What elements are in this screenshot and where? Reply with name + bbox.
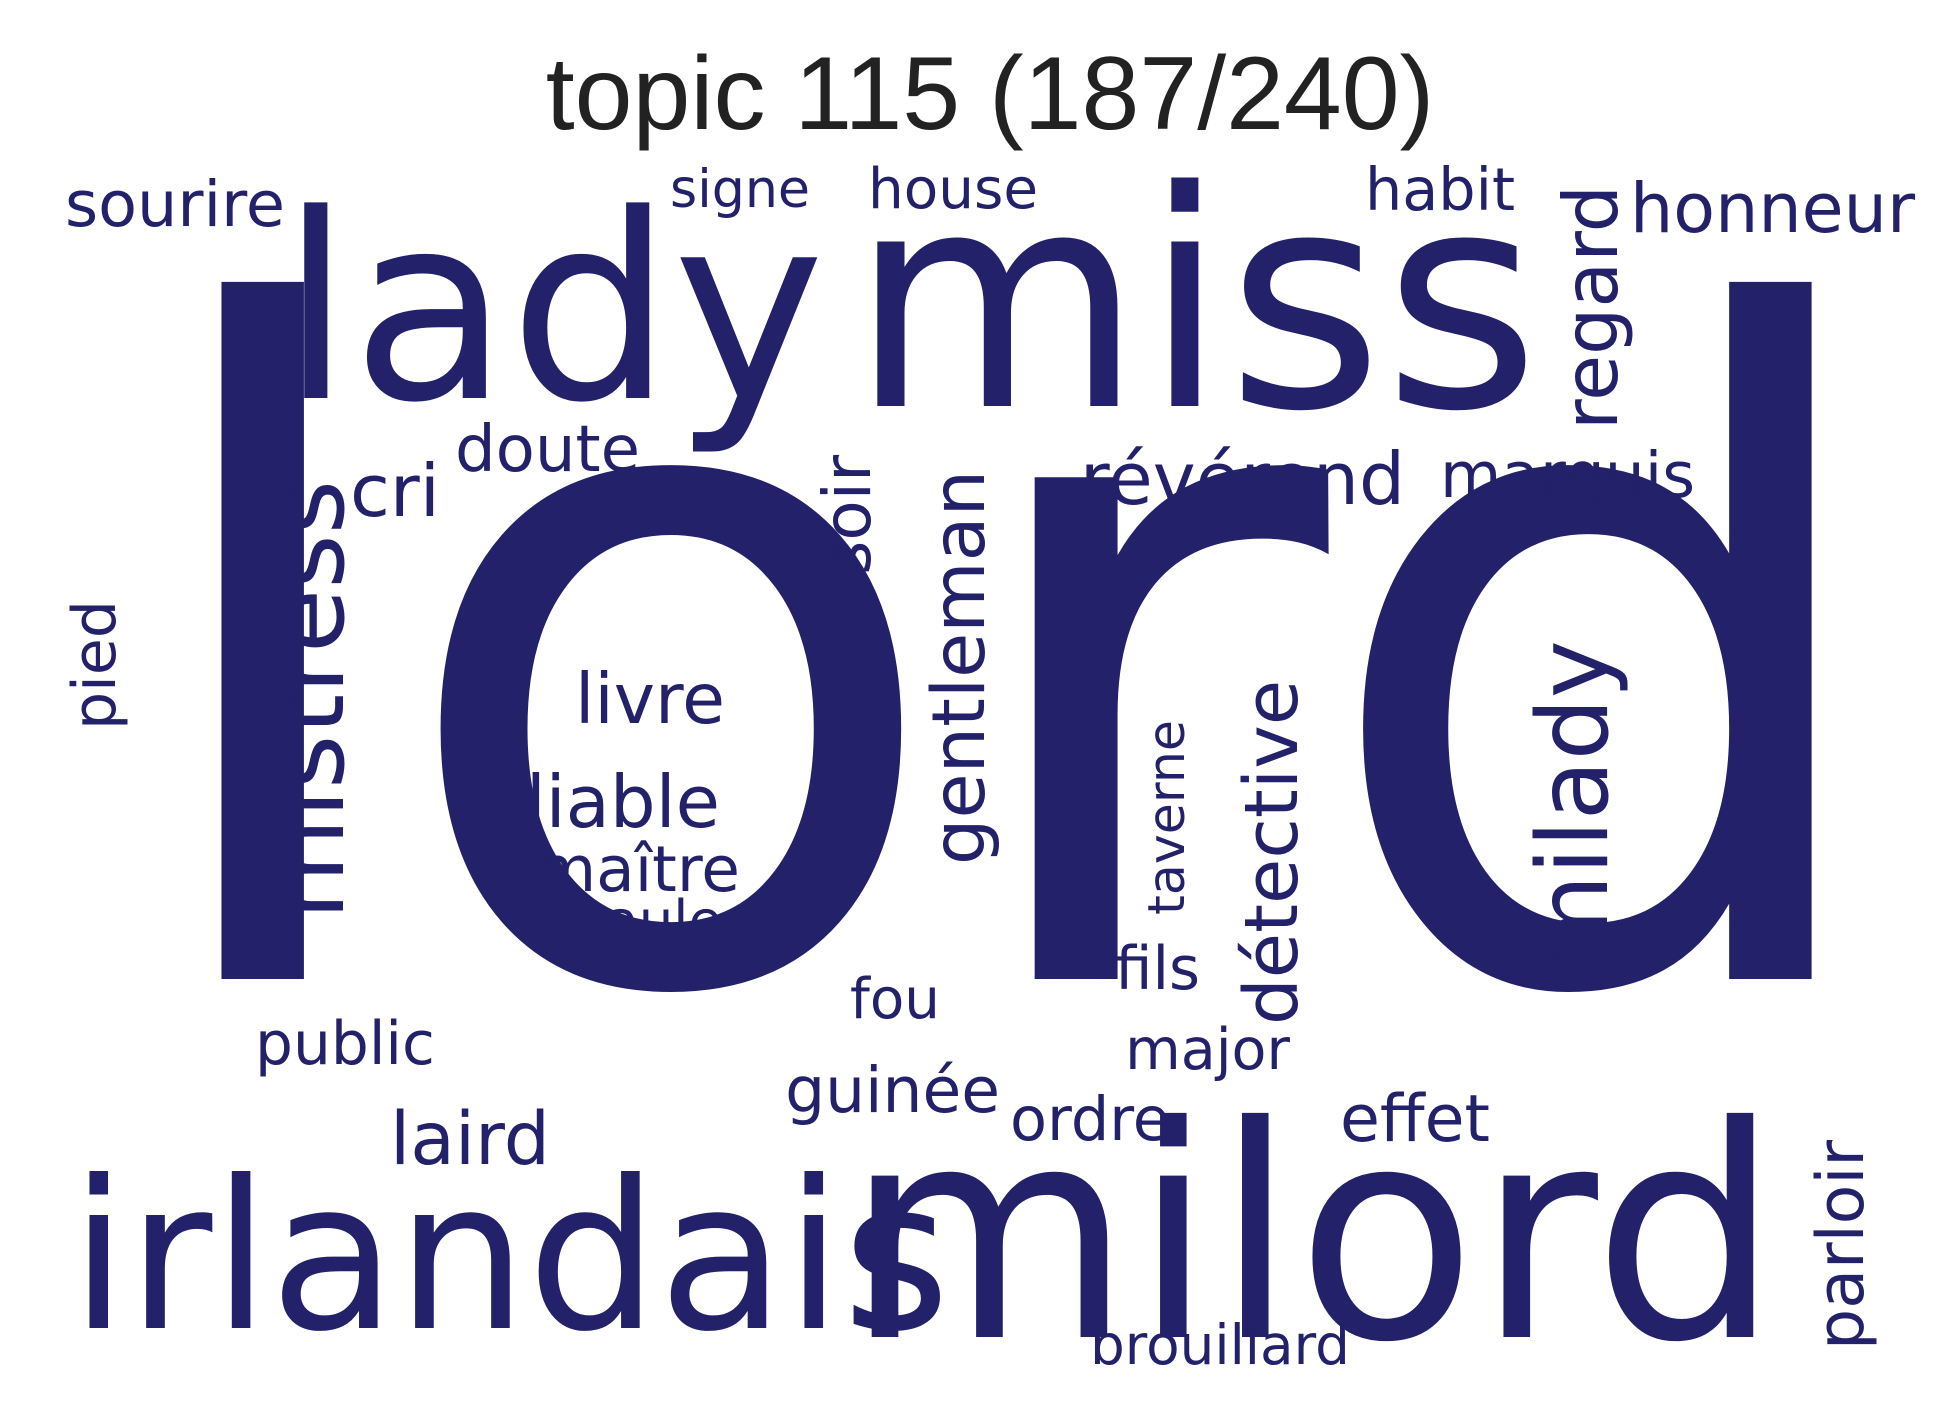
word-taverne: taverne — [1137, 719, 1197, 915]
word-irlandais: irlandais — [70, 1136, 951, 1378]
word-ordre: ordre — [1010, 1084, 1170, 1155]
word-epaule: épaule — [537, 887, 723, 952]
word-gentleman: gentleman — [917, 469, 1003, 865]
word-pied: pied — [60, 600, 130, 730]
word-diable: diable — [499, 760, 721, 845]
word-brouillard: brouillard — [1090, 1312, 1350, 1377]
word-detective: détective — [1229, 679, 1315, 1026]
word-cri: cri — [350, 450, 440, 535]
word-house: house — [868, 156, 1039, 222]
word-doute: doute — [455, 413, 641, 487]
word-parloir: parloir — [1804, 1139, 1879, 1350]
word-milord: milord — [844, 1062, 1781, 1407]
word-miss: miss — [850, 127, 1540, 478]
word-mistress: mistress — [246, 479, 369, 921]
word-milady: milady — [1517, 640, 1631, 970]
word-maitre: maître — [534, 832, 740, 906]
word-fou: fou — [850, 966, 940, 1032]
word-reverend: révérend — [1079, 437, 1406, 522]
word-signe: signe — [670, 159, 810, 220]
chart-title: topic 115 (187/240) — [545, 36, 1435, 152]
word-guinee: guinée — [785, 1053, 1000, 1127]
word-lady: lady — [280, 159, 825, 460]
word-fils: fils — [1115, 935, 1201, 1005]
word-habit: habit — [1365, 154, 1516, 224]
word-sourire: sourire — [65, 167, 286, 242]
word-soir: soir — [808, 454, 886, 575]
word-lord: lord — [135, 127, 1895, 1196]
word-livre: livre — [575, 659, 725, 741]
word-effet: effet — [1340, 1081, 1490, 1157]
word-laird: laird — [390, 1096, 550, 1182]
word-honneur: honneur — [1630, 169, 1916, 249]
word-major: major — [1125, 1016, 1290, 1083]
word-regard: regard — [1548, 185, 1636, 430]
word-marquis: marquis — [1440, 438, 1696, 512]
word-public: public — [255, 1009, 435, 1080]
